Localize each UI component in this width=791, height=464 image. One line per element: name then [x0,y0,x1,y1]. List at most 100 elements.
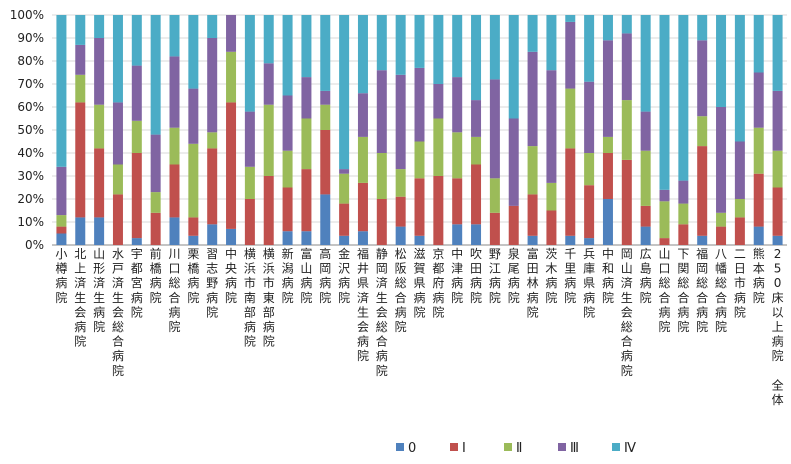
bar-segment [546,70,557,183]
bar-segment [716,15,727,107]
bar-segment [546,15,557,71]
bar-segment [169,56,180,128]
bar-segment [659,189,670,202]
bar-segment [753,226,764,245]
bar-segment [282,95,293,151]
x-tick-char: 総 [677,276,689,290]
x-tick-char: 松 [395,247,407,261]
x-tick-char: 5 [774,262,782,276]
bar-segment [169,127,180,165]
x-tick-char: 千 [564,247,576,261]
x-tick-char: 院 [413,305,425,319]
bar-segment [471,136,482,165]
bar-segment [414,15,425,68]
x-tick-char: 院 [263,335,275,349]
x-tick-char: 済 [93,275,105,290]
x-tick-char: 院 [93,320,105,334]
bar-segment [697,146,708,236]
x-tick-char: 合 [677,290,689,305]
bar-segment [546,182,557,211]
x-tick-char: 市 [263,275,275,290]
bar-segment [207,224,218,245]
x-tick-char: 0 [774,276,782,290]
x-tick-label: 宇都宮病院 [131,247,143,319]
bar-segment [282,231,293,245]
bar-segment [395,74,406,170]
bar-segment [376,15,387,71]
bar-segment [697,235,708,245]
x-tick-char: 病 [621,348,633,363]
x-tick-label: 吹田病院 [470,247,482,305]
bar-segment [169,164,180,218]
x-tick-char: 日 [734,262,746,276]
x-tick-char: 合 [696,290,708,305]
x-tick-char: 合 [658,290,670,305]
x-tick-char: 病 [319,275,331,290]
x-tick-char: 病 [583,290,595,305]
bar-segment [678,203,689,225]
x-tick-char: 橋 [150,262,162,276]
bar-segment [188,235,199,245]
x-tick-label: 下関総合病院 [677,247,689,334]
x-tick-label: 新潟病院 [282,246,294,305]
x-tick-char: 八 [715,247,727,261]
y-tick-label: 100% [10,8,44,22]
x-tick-char: 病 [413,290,425,305]
x-tick-char: 泉 [508,247,520,261]
bar-segment [94,38,105,105]
x-tick-char: 上 [74,262,86,276]
bar-segment [131,15,142,66]
x-tick-char: 病 [602,275,614,290]
x-tick-label: 広島病院 [640,247,652,305]
x-tick-char: 市 [734,275,746,290]
bar-segment [357,93,368,137]
bar-segment [376,70,387,153]
x-tick-char: 生 [93,291,105,305]
x-tick-char: 病 [74,319,86,334]
bar-segment [357,231,368,245]
x-tick-char: 本 [753,262,765,276]
bar-segment [56,15,67,167]
bar-segment [452,132,463,179]
x-tick-char: 床 [772,291,784,305]
bar-segment [207,15,218,38]
bar-segment [414,67,425,142]
bar-segment [339,203,350,236]
bar-segment [640,15,651,112]
x-tick-char: 院 [602,291,614,305]
x-tick-char: 合 [168,290,180,305]
legend-swatch [450,443,458,451]
bar-segment [489,79,500,179]
bar-segment [320,194,331,245]
y-tick-label: 60% [17,100,44,114]
bar-segment [678,224,689,245]
x-tick-label: 北上済生会病院 [74,247,86,349]
bar-segment [471,100,482,137]
x-tick-char: 山 [300,262,312,276]
bar-segment [263,63,274,105]
bar-segment [263,15,274,64]
x-tick-char: 院 [696,320,708,334]
x-tick-char: 津 [451,262,463,276]
x-tick-char: 院 [470,291,482,305]
bar-segment [395,226,406,245]
x-tick-char: 二 [734,247,746,261]
x-tick-char: 会 [357,320,369,334]
x-tick-char: 病 [564,275,576,290]
bar-segment [112,102,123,165]
bar-segment [621,15,632,34]
bar-segment [640,111,651,151]
x-tick-char: 中 [602,246,614,261]
x-tick-char: 院 [564,291,576,305]
x-tick-label: 小樽病院 [55,247,67,305]
x-tick-char: 済 [112,275,124,290]
x-tick-label: 富田林病院 [527,246,539,319]
x-tick-char: 病 [734,290,746,305]
x-tick-char: 病 [206,290,218,305]
bar-segment [339,235,350,245]
bar-segment [452,77,463,133]
bar-segment [414,235,425,245]
x-tick-char: 田 [470,262,482,276]
x-tick-char: 樽 [55,261,67,276]
x-tick-char: 浜 [263,262,275,276]
